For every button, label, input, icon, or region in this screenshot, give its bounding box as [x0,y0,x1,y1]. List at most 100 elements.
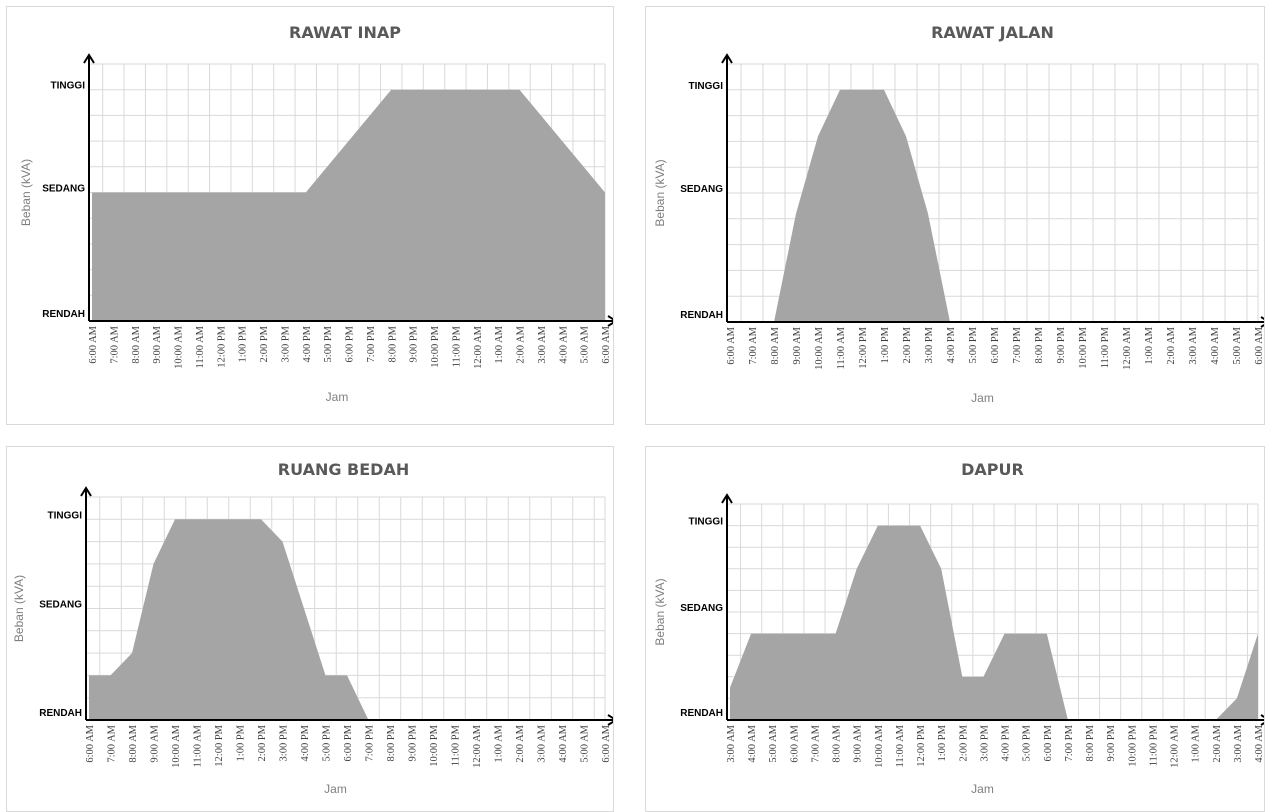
y-axis-arrow [721,493,733,504]
x-tick-label: 11:00 PM [1148,724,1159,766]
chart-panel-rawat-inap: RAWAT INAP RENDAH SEDANG TINGGI 6:00 AM 7:00 … [6,6,614,425]
x-tick-label: 5:00 AM [1232,326,1243,364]
x-tick-label: 6:00 PM [343,724,354,761]
x-tick-label: 2:00 AM [516,325,527,363]
x-tick-label: 5:00 AM [580,325,591,363]
x-tick-label: 11:00 PM [1100,326,1111,368]
x-tick-label: 5:00 AM [580,724,591,762]
y-level-label: SEDANG [680,184,723,195]
x-tick-label: 9:00 AM [150,724,161,762]
x-tick-label: 4:00 AM [1210,326,1221,364]
x-tick-label: 4:00 PM [302,325,313,362]
y-level-label: RENDAH [680,708,723,719]
x-tick-label: 7:00 PM [1064,724,1075,761]
x-tick-label: 1:00 PM [880,326,891,363]
x-tick-label: 8:00 PM [1085,724,1096,761]
y-level-label: RENDAH [680,310,723,321]
chart-title: DAPUR [961,460,1024,479]
x-tick-label: 3:00 PM [279,724,290,761]
x-tick-label: 1:00 PM [236,724,247,761]
x-tick-label: 3:00 AM [537,325,548,363]
x-tick-label: 3:00 PM [979,724,990,761]
x-tick-label: 4:00 PM [946,326,957,363]
x-tick-label: 10:00 AM [874,724,885,768]
y-level-label: RENDAH [42,309,85,320]
x-tick-label: 8:00 PM [386,724,397,761]
x-axis-title: Jam [326,390,349,404]
x-tick-label: 1:00 AM [494,724,505,762]
x-tick-label: 4:00 AM [558,325,569,363]
x-tick-label: 12:00 PM [916,724,927,766]
y-axis-arrow [80,486,92,497]
y-axis-title: Beban (kVA) [12,575,26,642]
chart-title: RUANG BEDAH [278,460,409,479]
y-level-label: TINGGI [689,81,724,92]
x-tick-label: 10:00 PM [1078,326,1089,368]
x-tick-label: 11:00 AM [193,724,204,767]
x-tick-label: 1:00 AM [1191,724,1202,762]
x-tick-label: 10:00 AM [171,724,182,768]
x-tick-label: 9:00 AM [853,724,864,762]
x-tick-label: 6:00 AM [1254,326,1264,364]
x-tick-label: 6:00 AM [601,724,612,762]
y-level-label: TINGGI [689,517,724,528]
x-tick-label: 3:00 AM [537,724,548,762]
x-tick-label: 4:00 AM [1254,724,1264,762]
x-tick-label: 3:00 PM [280,325,291,362]
load-area [89,519,605,720]
x-tick-label: 12:00 PM [858,326,869,368]
x-tick-label: 6:00 PM [990,326,1001,363]
load-area [730,525,1258,720]
load-area [92,89,605,321]
x-tick-label: 6:00 AM [601,325,612,363]
x-tick-label: 6:00 AM [726,326,737,364]
x-tick-label: 8:00 AM [131,325,142,363]
x-tick-label: 7:00 PM [365,724,376,761]
y-level-label: RENDAH [39,708,82,719]
x-tick-label: 10:00 PM [1127,724,1138,766]
x-tick-label: 8:00 AM [128,724,139,762]
x-tick-label: 7:00 PM [1012,326,1023,363]
x-tick-label: 3:00 AM [1233,724,1244,762]
chart-rawat-inap: RAWAT INAP RENDAH SEDANG TINGGI 6:00 AM 7:00 … [19,23,613,404]
chart-dapur: DAPUR RENDAH SEDANG TINGGI 3:00 AM 4:00 AM 5:0… [653,460,1264,796]
chart-panel-ruang-bedah: RUANG BEDAH RENDAH SEDANG TINGGI 6:00 AM 7:00… [6,446,614,812]
chart-panel-dapur: DAPUR RENDAH SEDANG TINGGI 3:00 AM 4:00 AM 5:0… [645,446,1265,812]
x-axis-title: Jam [971,782,994,796]
x-tick-label: 12:00 AM [1122,326,1133,370]
x-tick-label: 2:00 PM [902,326,913,363]
x-tick-label: 3:00 PM [924,326,935,363]
x-tick-label: 7:00 AM [109,325,120,363]
x-tick-label: 2:00 AM [515,724,526,762]
x-tick-label: 10:00 PM [430,325,441,367]
x-tick-label: 1:00 AM [1144,326,1155,364]
x-axis-arrow [1260,316,1264,328]
chart-title: RAWAT INAP [289,23,401,42]
y-axis-title: Beban (kVA) [653,159,667,226]
x-tick-label: 12:00 PM [216,325,227,367]
x-tick-label: 3:00 AM [1188,326,1199,364]
y-level-label: TINGGI [48,510,83,521]
x-tick-label: 5:00 PM [323,325,334,362]
x-tick-label: 9:00 PM [409,325,420,362]
x-tick-label: 6:00 AM [789,724,800,762]
x-tick-label: 10:00 PM [429,724,440,766]
x-axis-arrow [1260,714,1264,726]
y-axis-title: Beban (kVA) [19,159,33,226]
x-tick-label: 12:00 AM [473,325,484,369]
x-tick-label: 5:00 AM [768,724,779,762]
x-tick-label: 9:00 PM [1106,724,1117,761]
x-tick-label: 11:00 PM [451,325,462,367]
x-tick-label: 6:00 AM [85,724,96,762]
x-tick-label: 6:00 AM [88,325,99,363]
x-tick-label: 10:00 AM [174,325,185,369]
x-tick-label: 11:00 PM [451,724,462,766]
y-level-label: TINGGI [51,81,86,92]
x-tick-label: 9:00 PM [1056,326,1067,363]
y-axis-arrow [721,53,733,64]
x-tick-label: 12:00 AM [1170,724,1181,768]
x-tick-label: 7:00 PM [366,325,377,362]
x-tick-label: 7:00 AM [748,326,759,364]
x-tick-label: 11:00 AM [836,326,847,369]
chart-ruang-bedah: RUANG BEDAH RENDAH SEDANG TINGGI 6:00 AM 7:00… [12,460,613,796]
